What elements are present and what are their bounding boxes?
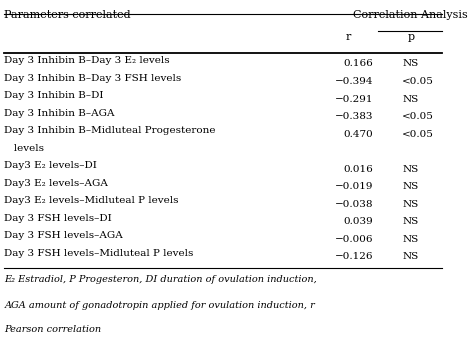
Text: Parameters correlated: Parameters correlated <box>4 10 131 19</box>
Text: <0.05: <0.05 <box>402 112 434 121</box>
Text: −0.126: −0.126 <box>335 252 373 261</box>
Text: NS: NS <box>402 217 419 226</box>
Text: AGA amount of gonadotropin applied for ovulation induction, r: AGA amount of gonadotropin applied for o… <box>4 301 315 310</box>
Text: NS: NS <box>402 94 419 104</box>
Text: NS: NS <box>402 59 419 69</box>
Text: −0.038: −0.038 <box>335 199 373 209</box>
Text: 0.016: 0.016 <box>344 164 373 174</box>
Text: NS: NS <box>402 252 419 261</box>
Text: Day 3 FSH levels–Midluteal P levels: Day 3 FSH levels–Midluteal P levels <box>4 249 194 258</box>
Text: Day 3 Inhibin B–Day 3 E₂ levels: Day 3 Inhibin B–Day 3 E₂ levels <box>4 56 170 65</box>
Text: Day3 E₂ levels–AGA: Day3 E₂ levels–AGA <box>4 179 109 188</box>
Text: Day 3 FSH levels–AGA: Day 3 FSH levels–AGA <box>4 231 123 240</box>
Text: 0.039: 0.039 <box>344 217 373 226</box>
Text: 0.470: 0.470 <box>344 130 373 138</box>
Text: Day 3 Inhibin B–Midluteal Progesterone: Day 3 Inhibin B–Midluteal Progesterone <box>4 126 216 135</box>
Text: −0.394: −0.394 <box>335 77 373 86</box>
Text: −0.291: −0.291 <box>335 94 373 104</box>
Text: levels: levels <box>4 144 45 153</box>
Text: −0.019: −0.019 <box>335 182 373 191</box>
Text: Day 3 Inhibin B–AGA: Day 3 Inhibin B–AGA <box>4 109 115 118</box>
Text: NS: NS <box>402 235 419 243</box>
Text: Day3 E₂ levels–Midluteal P levels: Day3 E₂ levels–Midluteal P levels <box>4 196 179 205</box>
Text: <0.05: <0.05 <box>402 77 434 86</box>
Text: 0.166: 0.166 <box>344 59 373 69</box>
Text: −0.006: −0.006 <box>335 235 373 243</box>
Text: Correlation Analysis: Correlation Analysis <box>353 10 467 19</box>
Text: Pearson correlation: Pearson correlation <box>4 325 101 333</box>
Text: Day 3 Inhibin B–Day 3 FSH levels: Day 3 Inhibin B–Day 3 FSH levels <box>4 74 182 83</box>
Text: NS: NS <box>402 182 419 191</box>
Text: NS: NS <box>402 164 419 174</box>
Text: Day3 E₂ levels–DI: Day3 E₂ levels–DI <box>4 161 97 170</box>
Text: <0.05: <0.05 <box>402 130 434 138</box>
Text: E₂ Estradiol, P Progesteron, DI duration of ovulation induction,: E₂ Estradiol, P Progesteron, DI duration… <box>4 275 317 283</box>
Text: −0.383: −0.383 <box>335 112 373 121</box>
Text: p: p <box>408 32 415 42</box>
Text: NS: NS <box>402 199 419 209</box>
Text: r: r <box>346 32 351 42</box>
Text: Day 3 FSH levels–DI: Day 3 FSH levels–DI <box>4 214 112 223</box>
Text: Day 3 Inhibin B–DI: Day 3 Inhibin B–DI <box>4 91 104 100</box>
